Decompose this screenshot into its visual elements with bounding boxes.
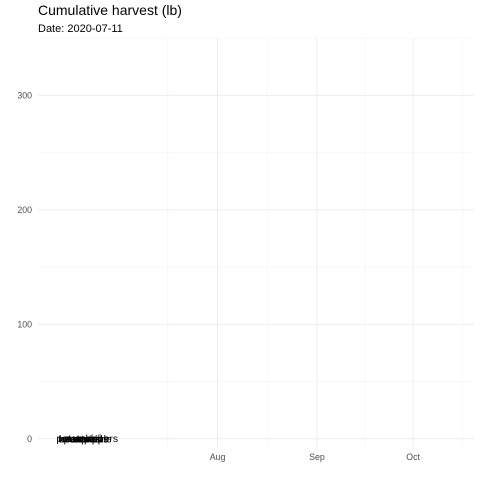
point-label: beans — [59, 433, 88, 445]
grid-layer — [38, 37, 474, 448]
y-tick-label: 200 — [17, 205, 32, 215]
point-label-layer: beanspotatoestomatoeszucchinipumpkinssqu… — [56, 433, 118, 445]
point-label: tomatoes — [58, 433, 101, 445]
x-tick-label: Oct — [406, 452, 420, 462]
tick-label-layer: 0 100 200 300 Aug Sep Oct — [17, 90, 420, 462]
point-label: squash — [72, 433, 106, 445]
point-label: cucumbers — [67, 433, 118, 445]
point-label: pumpkins — [64, 433, 109, 445]
y-tick-label: 100 — [17, 319, 32, 329]
x-tick-label: Aug — [210, 452, 226, 462]
y-tick-label: 0 — [27, 434, 32, 444]
y-tick-label: 300 — [17, 90, 32, 100]
point-label: apple — [86, 433, 112, 445]
point-label: zucchini — [64, 433, 102, 445]
point-label: potatoes — [56, 433, 96, 445]
x-tick-label: Sep — [309, 452, 325, 462]
chart-subtitle: Date: 2020-07-11 — [38, 23, 123, 35]
chart-title: Cumulative harvest (lb) — [38, 2, 182, 18]
